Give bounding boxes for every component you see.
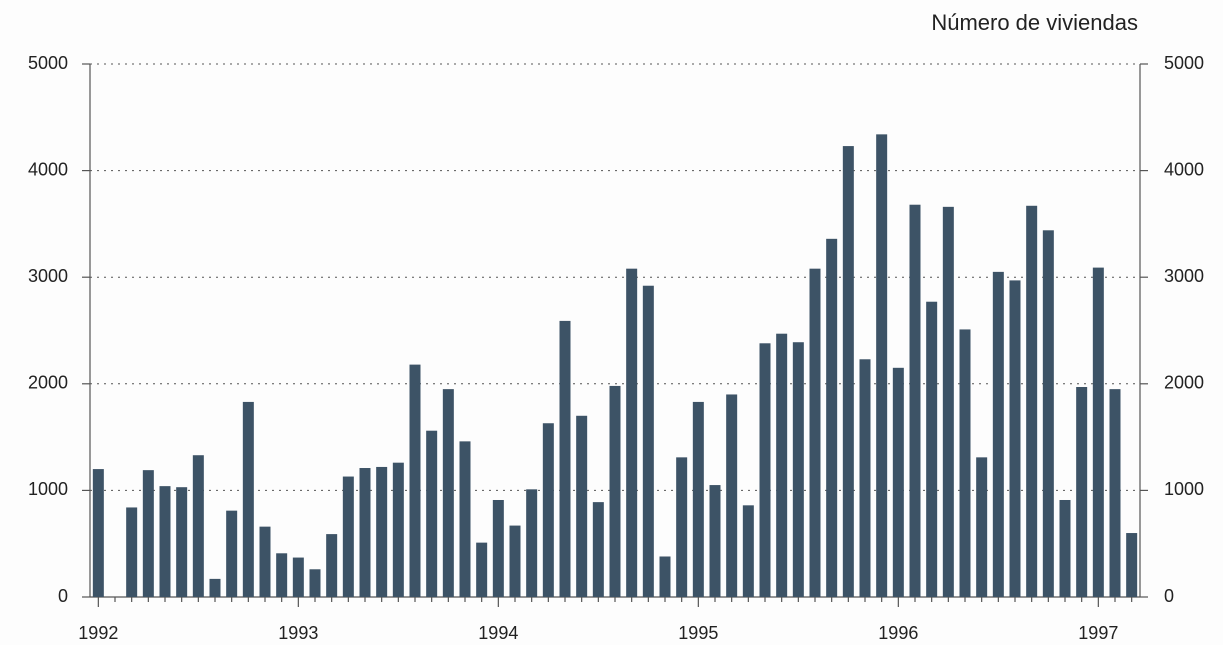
bar — [292, 557, 304, 597]
bar — [392, 462, 404, 597]
bar — [242, 401, 254, 597]
bar — [842, 146, 854, 597]
bar — [342, 476, 354, 597]
x-tick-label: 1994 — [478, 623, 518, 643]
bar — [359, 468, 371, 597]
bar — [992, 271, 1004, 597]
chart-title: Número de viviendas — [931, 10, 1138, 35]
bar — [709, 485, 721, 597]
bar — [409, 364, 421, 597]
bar — [476, 542, 488, 597]
x-tick-label: 1992 — [78, 623, 118, 643]
bar — [726, 394, 738, 597]
bar — [209, 578, 221, 597]
bar — [159, 486, 171, 597]
bar — [1042, 230, 1054, 597]
bar — [1026, 205, 1038, 597]
bar — [942, 206, 954, 597]
x-tick-label: 1996 — [878, 623, 918, 643]
x-tick-label: 1993 — [278, 623, 318, 643]
bar — [876, 134, 888, 597]
bar — [542, 423, 554, 597]
bar — [809, 268, 821, 597]
bar — [126, 507, 138, 597]
bar — [92, 469, 104, 597]
bar — [576, 415, 588, 597]
bar — [1126, 533, 1138, 597]
bar — [759, 343, 771, 597]
bar — [509, 525, 521, 597]
bar — [959, 329, 971, 597]
y2-tick-label: 5000 — [1164, 53, 1204, 73]
y2-tick-label: 0 — [1164, 586, 1174, 606]
bar — [1059, 499, 1071, 597]
y-tick-label: 5000 — [28, 53, 68, 73]
bar — [559, 320, 571, 597]
bar — [1009, 280, 1021, 597]
bar — [176, 487, 188, 597]
bar — [609, 385, 621, 597]
bar — [492, 499, 504, 597]
bar — [1109, 389, 1121, 597]
bar — [926, 301, 938, 597]
bar — [192, 455, 204, 597]
y-tick-label: 4000 — [28, 159, 68, 179]
bar — [626, 268, 638, 597]
bar — [1092, 267, 1104, 597]
y-tick-label: 2000 — [28, 373, 68, 393]
y2-tick-label: 3000 — [1164, 266, 1204, 286]
bar — [776, 333, 788, 597]
bar — [892, 367, 904, 597]
bar — [376, 466, 388, 597]
bar — [659, 556, 671, 597]
bar — [676, 457, 688, 597]
x-tick-label: 1995 — [678, 623, 718, 643]
bar — [459, 441, 471, 597]
bar — [526, 489, 538, 597]
bar — [1076, 386, 1088, 597]
bar — [642, 285, 654, 597]
bar — [909, 204, 921, 597]
y-tick-label: 3000 — [28, 266, 68, 286]
bar — [976, 457, 988, 597]
bar — [442, 389, 454, 597]
bar — [859, 359, 871, 597]
bar — [326, 534, 338, 597]
bar — [826, 238, 838, 597]
x-tick-label: 1997 — [1078, 623, 1118, 643]
bar — [142, 470, 154, 597]
bar — [276, 553, 288, 597]
bar — [309, 569, 321, 597]
bar — [742, 505, 754, 597]
bar — [226, 510, 238, 597]
bar — [259, 526, 271, 597]
bar — [792, 342, 804, 597]
y-tick-label: 1000 — [28, 479, 68, 499]
bar — [426, 430, 438, 597]
bar — [592, 502, 604, 597]
y2-tick-label: 1000 — [1164, 479, 1204, 499]
y-tick-label: 0 — [58, 586, 68, 606]
y2-tick-label: 4000 — [1164, 159, 1204, 179]
y2-tick-label: 2000 — [1164, 373, 1204, 393]
bar — [692, 401, 704, 597]
